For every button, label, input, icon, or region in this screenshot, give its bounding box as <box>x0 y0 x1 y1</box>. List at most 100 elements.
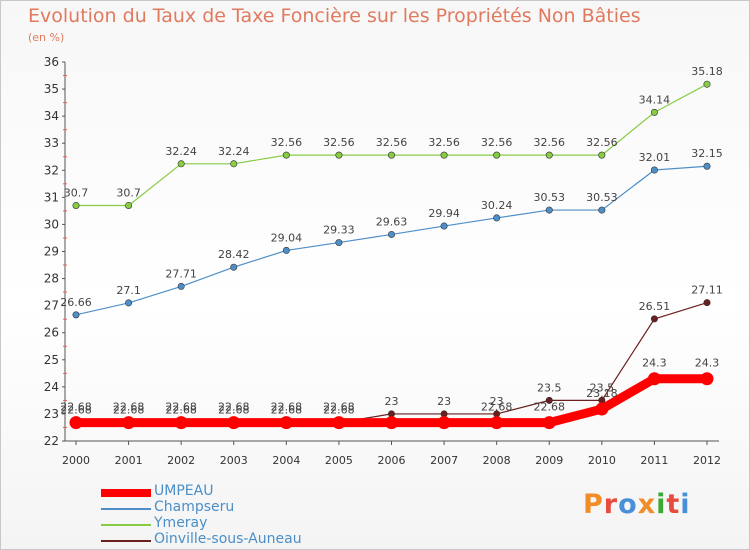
legend-swatch <box>101 524 151 526</box>
y-tick-label: 30 <box>44 217 59 231</box>
y-tick-label: 23 <box>44 407 59 421</box>
data-point <box>387 151 395 159</box>
data-label: 32.56 <box>428 136 460 149</box>
data-label: 23.5 <box>537 381 562 394</box>
data-label: 30.7 <box>64 186 89 199</box>
x-tick-label: 2001 <box>115 454 143 467</box>
data-point <box>72 311 80 319</box>
x-tick-label: 2012 <box>693 454 721 467</box>
x-tick-label: 2000 <box>62 454 90 467</box>
y-tick-label: 27 <box>44 299 59 313</box>
data-point <box>387 230 395 238</box>
y-tick-label: 33 <box>44 136 59 150</box>
data-point <box>440 222 448 230</box>
data-label: 23 <box>490 395 504 408</box>
legend-swatch <box>101 540 151 542</box>
data-point <box>282 151 290 159</box>
legend-label: Ymeray <box>154 515 208 531</box>
data-point <box>700 372 714 386</box>
legend-item: UMPEAU <box>101 483 361 501</box>
x-tick-label: 2008 <box>483 454 511 467</box>
data-label: 32.24 <box>218 145 250 158</box>
legend-label: UMPEAU <box>154 483 214 499</box>
data-label: 22.68 <box>534 401 566 414</box>
data-label: 29.33 <box>323 224 355 237</box>
legend-item: Ymeray <box>101 515 361 533</box>
legend: UMPEAU Champseru Ymeray Oinville-sous-Aunea… <box>101 483 361 549</box>
data-point <box>703 162 711 170</box>
data-label: 22.68 <box>323 404 355 417</box>
y-tick-label: 25 <box>44 353 59 367</box>
y-tick-label: 28 <box>44 272 59 286</box>
data-point <box>279 416 293 430</box>
data-label: 23 <box>437 395 451 408</box>
x-tick-label: 2009 <box>535 454 563 467</box>
data-point <box>440 151 448 159</box>
x-tick-label: 2010 <box>588 454 616 467</box>
data-label: 28.42 <box>218 248 250 261</box>
logo-letter: r <box>603 489 619 520</box>
data-point <box>650 108 658 116</box>
legend-swatch <box>101 508 151 510</box>
data-point <box>282 246 290 254</box>
proxiti-logo: Proxiti <box>583 489 691 520</box>
data-label: 32.56 <box>586 136 618 149</box>
legend-label: Oinville-sous-Auneau <box>154 531 302 547</box>
data-point <box>598 151 606 159</box>
y-tick-label: 26 <box>44 326 59 340</box>
data-label: 30.24 <box>481 199 513 212</box>
data-point <box>332 416 346 430</box>
data-point <box>545 396 553 404</box>
data-point <box>545 206 553 214</box>
data-point <box>125 201 133 209</box>
data-label: 27.71 <box>165 267 197 280</box>
data-point <box>230 160 238 168</box>
data-label: 32.24 <box>165 145 197 158</box>
data-point <box>174 416 188 430</box>
data-label: 32.56 <box>323 136 355 149</box>
data-label: 32.01 <box>639 151 671 164</box>
data-point <box>227 416 241 430</box>
data-point <box>493 151 501 159</box>
data-point <box>703 80 711 88</box>
y-tick-label: 22 <box>44 434 59 448</box>
data-label: 22.68 <box>165 404 197 417</box>
data-label: 23.18 <box>586 387 618 400</box>
data-point <box>177 282 185 290</box>
data-label: 22.68 <box>60 404 92 417</box>
y-tick-label: 32 <box>44 163 59 177</box>
data-point <box>490 416 504 430</box>
logo-letter: P <box>583 489 604 520</box>
data-point <box>125 299 133 307</box>
data-point <box>177 160 185 168</box>
data-point <box>595 402 609 416</box>
data-label: 24.3 <box>642 357 667 370</box>
data-label: 22.68 <box>113 401 145 414</box>
x-tick-label: 2011 <box>640 454 668 467</box>
data-point <box>703 299 711 307</box>
y-tick-label: 34 <box>44 109 59 123</box>
data-label: 29.63 <box>376 215 408 228</box>
x-tick-label: 2002 <box>167 454 195 467</box>
logo-letter: x <box>637 489 657 520</box>
y-tick-label: 36 <box>44 55 59 69</box>
data-point <box>335 239 343 247</box>
x-tick-label: 2006 <box>378 454 406 467</box>
data-point <box>72 201 80 209</box>
data-label: 32.56 <box>376 136 408 149</box>
data-point <box>122 416 136 430</box>
unit-label: (en %) <box>28 31 65 44</box>
data-label: 23.5 <box>590 381 615 394</box>
legend-item: Oinville-sous-Auneau <box>101 531 361 549</box>
x-tick-label: 2005 <box>325 454 353 467</box>
data-label: 32.56 <box>534 136 566 149</box>
logo-letter: i <box>656 489 667 520</box>
data-label: 30.53 <box>534 191 566 204</box>
data-point <box>437 416 451 430</box>
data-point <box>335 151 343 159</box>
data-label: 32.15 <box>691 147 723 160</box>
data-label: 22.68 <box>218 404 250 417</box>
y-tick-label: 24 <box>44 380 59 394</box>
axes: 22 23 24 25 26 27 28 29 30 31 32 33 34 35 36 2000 2001 20… <box>44 55 721 467</box>
